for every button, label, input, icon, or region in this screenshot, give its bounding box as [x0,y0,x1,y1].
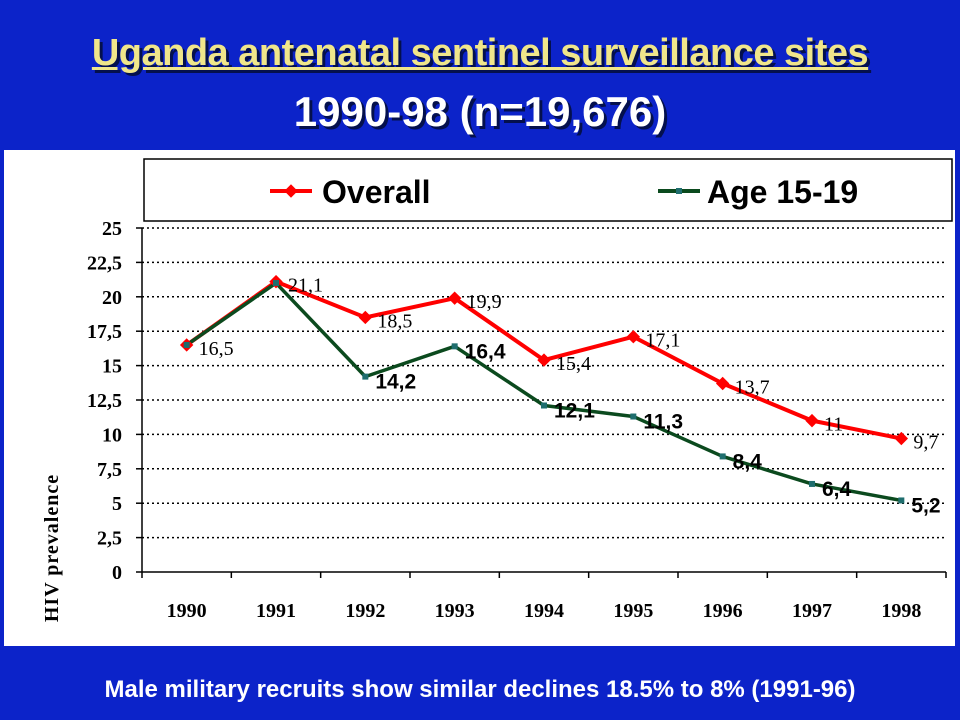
y-tick-label: 7,5 [97,459,122,481]
data-label-overall: 11 [824,414,843,436]
data-label-age-15-19: 11,3 [643,411,683,434]
y-tick-label: 2,5 [97,528,122,550]
y-tick-label: 0 [112,562,122,584]
data-point-overall [626,329,641,344]
x-tick-label: 1993 [435,600,475,622]
chart-panel: Overall Age 15-19 0 2,5 5 7,5 10 12,5 15 17,5 20 2… [4,150,955,646]
data-point-overall [358,310,373,325]
y-axis-label: HIV prevalence [41,474,63,622]
data-label-age-15-19: 14,2 [375,371,416,394]
legend-label: Age 15-19 [707,174,858,210]
data-point-age-15-19 [630,413,637,420]
y-tick-label: 20 [102,287,122,309]
data-label-age-15-19: 8,4 [733,450,763,473]
data-label-overall: 15,4 [556,353,591,375]
x-tick-label: 1994 [524,600,564,622]
x-tick-label: 1992 [345,600,385,622]
x-tick-label: 1996 [703,600,743,622]
data-label-age-15-19: 5,2 [911,494,940,517]
legend-marker [676,188,682,194]
x-tick-label: 1991 [256,600,296,622]
y-tick-label: 22,5 [87,252,122,274]
data-point-overall [805,413,819,428]
data-point-age-15-19 [809,480,815,487]
chart-subtitle: 1990-98 (n=19,676) [293,88,667,135]
y-tick-label: 25 [102,218,122,240]
y-tick-label: 10 [102,424,122,446]
data-point-age-15-19 [273,280,279,287]
data-point-overall [447,291,462,305]
data-label-overall: 9,7 [913,432,938,454]
data-point-age-15-19 [719,453,726,460]
data-point-overall [894,431,909,446]
y-tick-label: 15 [102,356,122,378]
data-label-overall: 19,9 [467,291,502,313]
data-label-age-15-19: 16,4 [465,340,506,363]
data-point-age-15-19 [541,402,547,409]
data-label-overall: 13,7 [735,376,770,398]
legend-marker [284,184,298,198]
hiv-prevalence-line-chart: Overall Age 15-19 0 2,5 5 7,5 10 12,5 15 17,5 20 2… [41,158,953,622]
data-label-overall: 17,1 [645,330,680,352]
data-label-overall: 21,1 [288,275,323,297]
data-point-age-15-19 [362,373,369,380]
y-tick-label: 17,5 [87,321,122,343]
data-point-age-15-19 [451,343,458,350]
x-tick-label: 1998 [881,600,921,622]
data-point-age-15-19 [898,497,905,504]
chart-title: Uganda antenatal sentinel surveillance s… [91,32,869,74]
x-tick-label: 1995 [613,600,653,622]
x-tick-label: 1997 [792,600,832,622]
legend-label: Overall [322,174,431,210]
y-tick-label: 12,5 [87,390,122,412]
data-point-overall [537,353,551,367]
data-label-overall: 16,5 [199,338,234,360]
data-label-age-15-19: 12,1 [554,400,595,423]
y-tick-label: 5 [112,493,122,515]
footnote: Male military recruits show similar decl… [104,676,856,703]
data-label-overall: 18,5 [377,310,412,332]
x-tick-label: 1990 [167,600,207,622]
data-label-age-15-19: 6,4 [822,478,852,501]
data-point-age-15-19 [183,341,190,348]
data-point-overall [715,376,730,391]
series-line-age-15-19 [185,281,902,503]
